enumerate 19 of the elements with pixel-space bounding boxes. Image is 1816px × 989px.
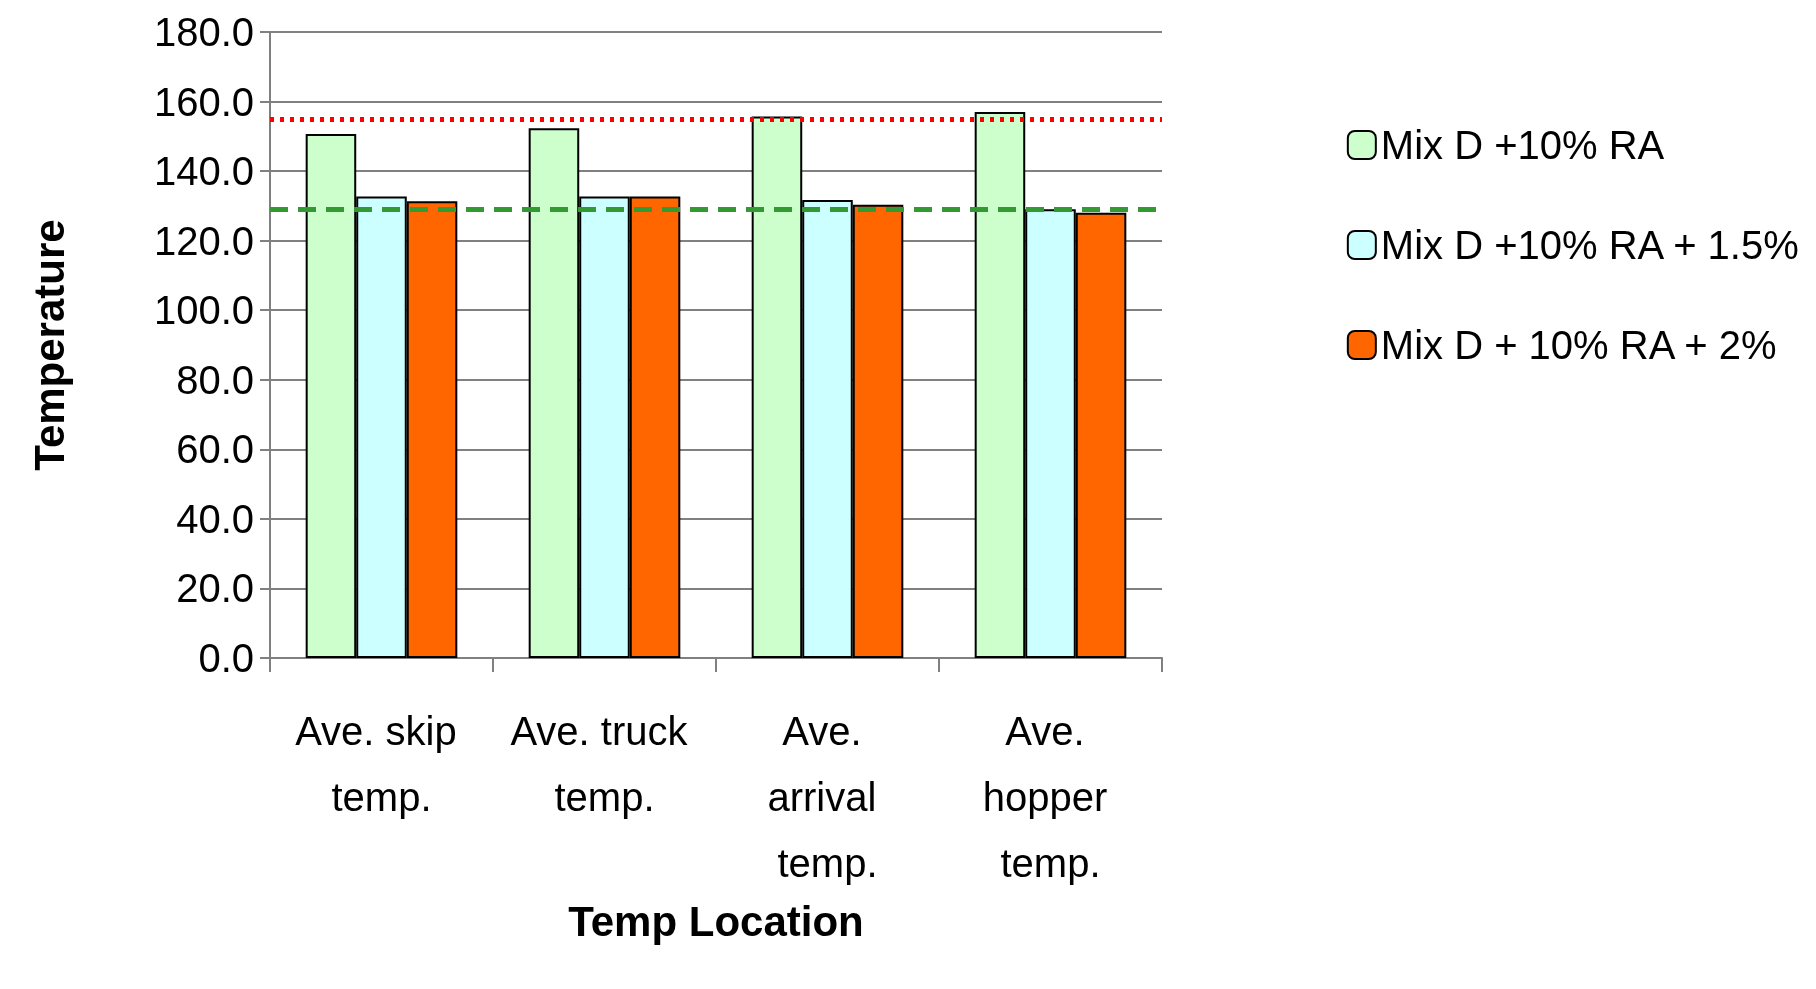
y-tick-label: 0.0 <box>198 636 254 680</box>
y-tick-label: 140.0 <box>153 149 254 194</box>
y-tick-label: 100.0 <box>153 288 254 333</box>
x-tick-label: Ave. skip temp. <box>295 709 468 819</box>
y-tick-label: 40.0 <box>176 496 254 541</box>
x-tick-label: Ave. hopper temp. <box>982 709 1119 885</box>
y-tick-label: 80.0 <box>176 357 254 402</box>
y-tick-label: 20.0 <box>176 566 254 611</box>
y-tick-label: 120.0 <box>153 218 254 263</box>
y-axis-title: Temperature <box>25 219 73 471</box>
y-tick-label: 60.0 <box>176 427 254 472</box>
legend-label: Mix D +10% RA + 1.5% <box>1380 223 1799 267</box>
x-tick-label: Ave. truck temp. <box>510 709 699 819</box>
legend-label: Mix D + 10% RA + 2% <box>1380 323 1777 367</box>
x-axis-title: Temp Location <box>568 898 864 946</box>
y-tick-label: 180.0 <box>153 10 254 54</box>
legend-label: Mix D +10% RA <box>1380 123 1665 167</box>
x-tick-label: Ave. arrival temp. <box>767 709 888 885</box>
y-tick-label: 160.0 <box>153 79 254 124</box>
